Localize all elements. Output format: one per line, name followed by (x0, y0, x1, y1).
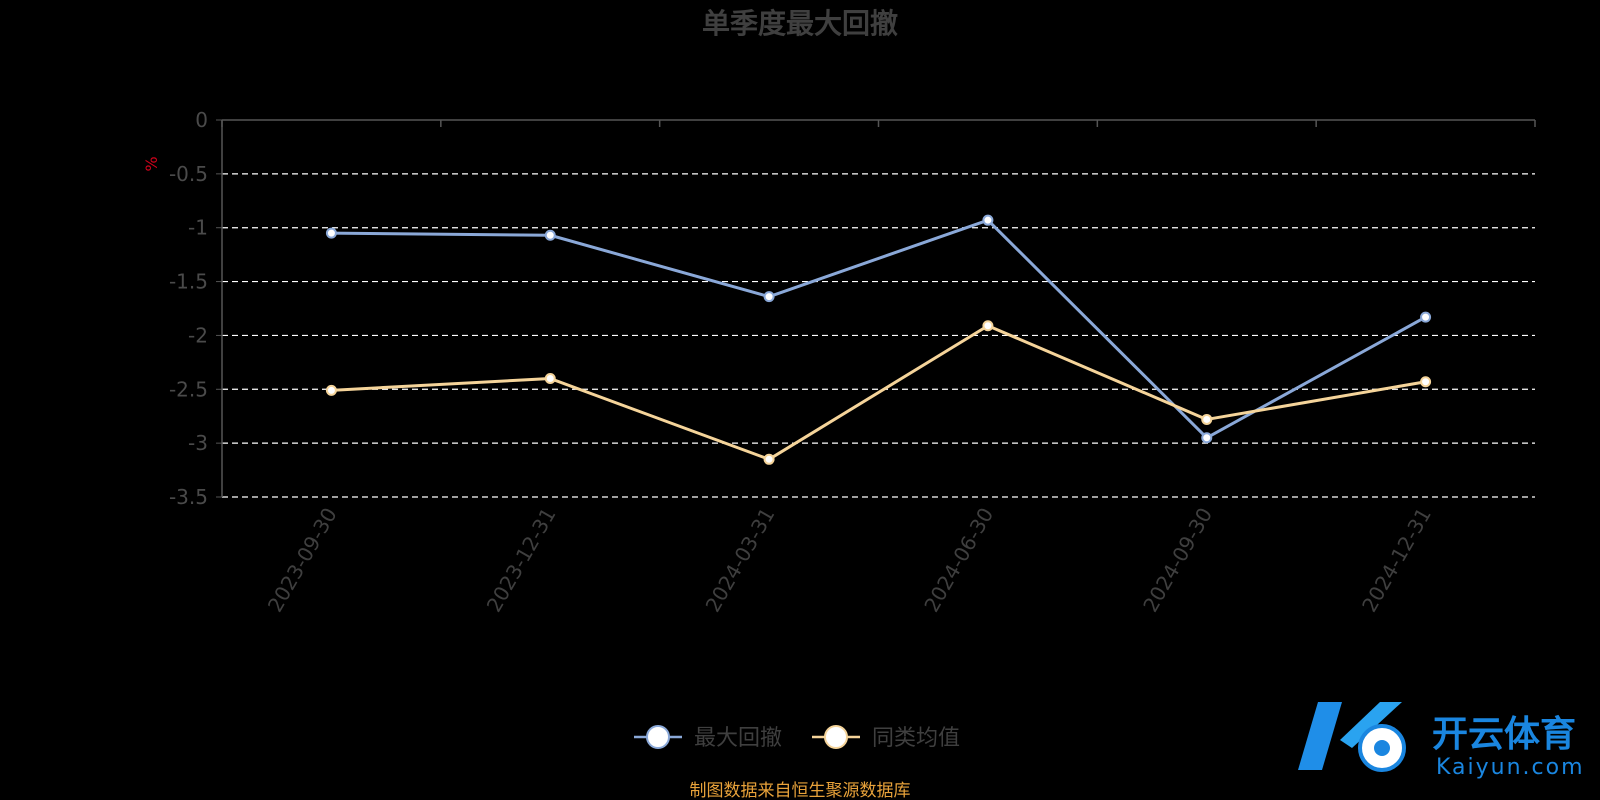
watermark-cn: 开云体育 (1432, 714, 1576, 755)
data-point[interactable] (1201, 413, 1213, 425)
watermark-logo: 开云体育 Kaiyun.com (1298, 702, 1585, 780)
y-tick-label: -3 (188, 431, 208, 455)
legend-label[interactable]: 最大回撤 (694, 726, 782, 751)
y-axis-ticks: 0 -0.5 -1 -1.5 -2 -2.5 -3 -3.5 (169, 108, 222, 509)
y-tick-label: 0 (195, 108, 208, 132)
y-tick-label: -2 (188, 323, 208, 347)
y-tick-label: -2.5 (169, 377, 208, 401)
legend: 最大回撤 同类均值 (634, 725, 960, 751)
data-point[interactable] (982, 214, 994, 226)
data-point[interactable] (544, 373, 556, 385)
y-tick-label: -3.5 (169, 485, 208, 509)
x-tick-label: 2024-09-30 (1138, 504, 1217, 617)
y-tick-label: -0.5 (169, 162, 208, 186)
y-axis-unit: % (142, 156, 161, 171)
data-point[interactable] (763, 453, 775, 465)
x-tick-label: 2023-09-30 (263, 504, 342, 617)
x-tick-label: 2023-12-31 (482, 504, 561, 617)
x-tick-label: 2024-12-31 (1357, 504, 1436, 617)
x-axis-ticks: 2023-09-30 2023-12-31 2024-03-31 2024-06-30… (263, 504, 1436, 617)
data-point[interactable] (1420, 376, 1432, 388)
legend-marker[interactable] (824, 725, 848, 749)
series-line-0 (331, 218, 1427, 440)
data-point[interactable] (763, 291, 775, 303)
grid-lines (222, 173, 1535, 498)
series-lines (325, 214, 1432, 465)
logo-k-icon (1298, 702, 1406, 772)
y-tick-label: -1.5 (169, 270, 208, 294)
source-note: 制图数据来自恒生聚源数据库 (690, 781, 911, 800)
axes (221, 119, 1536, 497)
data-point[interactable] (1420, 311, 1432, 323)
data-point[interactable] (325, 384, 337, 396)
y-tick-label: -1 (188, 216, 208, 240)
data-point[interactable] (1201, 432, 1213, 444)
watermark-en: Kaiyun.com (1436, 755, 1585, 780)
legend-marker[interactable] (646, 725, 670, 749)
x-tick-label: 2024-06-30 (919, 504, 998, 617)
data-point[interactable] (325, 227, 337, 239)
series-line-1 (331, 324, 1426, 461)
data-point[interactable] (544, 229, 556, 241)
x-tick-label: 2024-03-31 (701, 504, 780, 617)
legend-label[interactable]: 同类均值 (872, 726, 960, 751)
data-point[interactable] (982, 320, 994, 332)
chart-title: 单季度最大回撤 (702, 7, 898, 40)
